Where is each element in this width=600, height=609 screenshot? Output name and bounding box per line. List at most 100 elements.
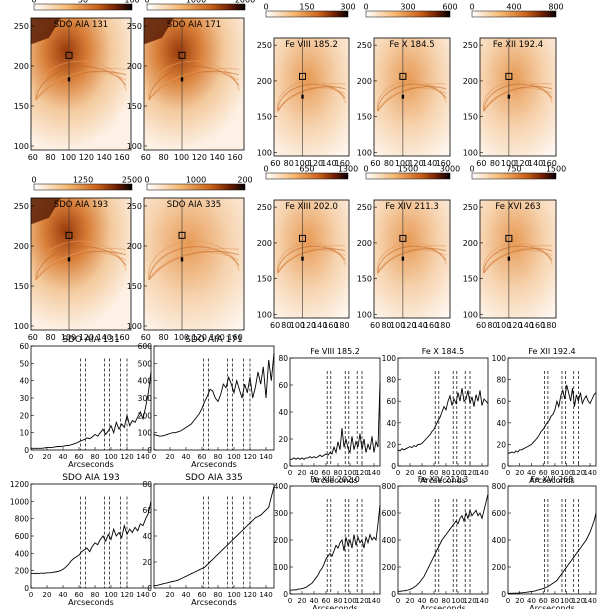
map-title: Fe XII 192.4 (493, 40, 543, 50)
plot-x-tick-label: 40 (418, 469, 427, 477)
plot-title: SDO AIA 171 (185, 335, 243, 345)
map-image (374, 200, 450, 318)
plot-title: Fe XIV 211.3 (418, 475, 468, 484)
plot-frame (397, 357, 489, 467)
map-y-tick-label: 100 (127, 142, 142, 151)
colorbar-tick: 100 (124, 0, 139, 5)
map-image (374, 38, 450, 156)
colorbar-tick: 750 (506, 165, 521, 174)
map-frame (30, 197, 132, 331)
map-title: Fe XIV 211.3 (385, 202, 439, 212)
plot-y-tick-label: 100 (492, 354, 507, 363)
plot-y-tick-label: 0 (283, 590, 288, 599)
plot-y-tick-label: 800 (492, 482, 507, 491)
small-marker (180, 77, 184, 82)
plot-x-tick-label: 20 (166, 591, 175, 599)
plot-x-tick-label: 100 (227, 591, 240, 599)
plot-title: SDO AIA 193 (62, 473, 120, 483)
colorbar (365, 10, 451, 18)
colorbar (265, 172, 349, 180)
plot-x-tick-label: 120 (243, 591, 256, 599)
plot-x-tick-label: 0 (506, 597, 510, 605)
plot-y-tick-label: 60 (142, 506, 152, 515)
plot-y-tick-label: 60 (19, 342, 29, 351)
plot-title: Fe XVI 263 (531, 475, 574, 484)
map-y-tick-label: 200 (357, 239, 372, 248)
plot-y-tick-label: 1000 (10, 497, 29, 506)
colorbar-tick: 50 (78, 0, 88, 5)
plot-title: SDO AIA 335 (185, 473, 243, 483)
colorbar-tick: 2000 (235, 0, 255, 5)
plot-title: Fe X 184.5 (422, 347, 465, 356)
plot-x-tick-label: 20 (43, 591, 52, 599)
plot-y-tick-label: 30 (19, 394, 29, 403)
map-x-tick-label: 100 (501, 159, 516, 168)
plot-x-tick-label: 120 (120, 591, 133, 599)
map-y-tick-label: 200 (127, 62, 142, 71)
plot-x-tick-label: 100 (451, 469, 464, 477)
colorbar-tick: 300 (400, 3, 415, 12)
plot-x-label: Arcseconds (420, 476, 466, 485)
plot-y-tick-label: 60 (278, 381, 288, 390)
plot-y-tick-label: 400 (382, 536, 397, 545)
plot-y-tick-label: 40 (386, 419, 396, 428)
map-x-tick-label: 140 (519, 321, 534, 330)
plot-x-tick-label: 80 (91, 591, 100, 599)
colorbar-tick: 1000 (186, 0, 206, 5)
colorbar-tick: 1300 (338, 165, 358, 174)
plot-x-tick-label: 100 (343, 469, 356, 477)
map-y-tick-label: 100 (14, 142, 29, 151)
map-title: Fe X 184.5 (389, 40, 434, 50)
plot-x-tick-label: 20 (298, 469, 307, 477)
loop-arc (483, 83, 553, 112)
map-x-tick-label: 100 (395, 159, 410, 168)
plot-x-tick-label: 80 (334, 597, 343, 605)
colorbar (471, 172, 557, 180)
map-frame (273, 199, 350, 319)
plot-y-tick-label: 200 (382, 563, 397, 572)
dark-region (31, 18, 61, 45)
lightcurve-line (31, 371, 152, 449)
map-x-tick-label: 80 (490, 159, 500, 168)
map-x-tick-label: 120 (79, 153, 94, 162)
map-y-tick-label: 100 (257, 310, 272, 319)
lightcurve-line (289, 504, 381, 591)
map-x-tick-label: 100 (174, 333, 189, 342)
map-y-tick-label: 150 (463, 275, 478, 284)
plot-x-tick-label: 0 (506, 469, 510, 477)
plot-y-tick-label: 0 (147, 584, 152, 593)
map-x-tick-label: 100 (61, 153, 76, 162)
plot-x-tick-label: 120 (463, 469, 476, 477)
plot-x-tick-label: 80 (334, 469, 343, 477)
plot-x-tick-label: 100 (560, 469, 573, 477)
map-x-tick-label: 80 (487, 321, 497, 330)
map-y-tick-label: 100 (463, 310, 478, 319)
map-y-tick-label: 250 (14, 22, 29, 31)
box-marker (399, 234, 407, 242)
plot-x-tick-label: 0 (152, 591, 156, 599)
plot-x-tick-label: 40 (527, 597, 536, 605)
small-marker (301, 256, 304, 261)
colorbar-tick: 0 (469, 165, 474, 174)
plot-y-tick-label: 80 (386, 376, 396, 385)
map-x-tick-label: 80 (381, 321, 391, 330)
loop-arc (377, 245, 447, 274)
plot-x-tick-label: 100 (451, 597, 464, 605)
plot-y-tick-label: 100 (274, 563, 289, 572)
plot-x-tick-label: 60 (198, 453, 207, 461)
loop-arc (148, 247, 240, 281)
plot-y-tick-label: 300 (274, 509, 289, 518)
plot-frame (507, 357, 597, 467)
map-x-tick-label: 120 (301, 321, 316, 330)
plot-y-tick-label: 600 (492, 509, 507, 518)
map-x-tick-label: 120 (192, 333, 207, 342)
colorbar-tick: 0 (263, 3, 268, 12)
plot-x-label: Arcseconds (312, 476, 358, 485)
plot-x-tick-label: 20 (515, 597, 524, 605)
